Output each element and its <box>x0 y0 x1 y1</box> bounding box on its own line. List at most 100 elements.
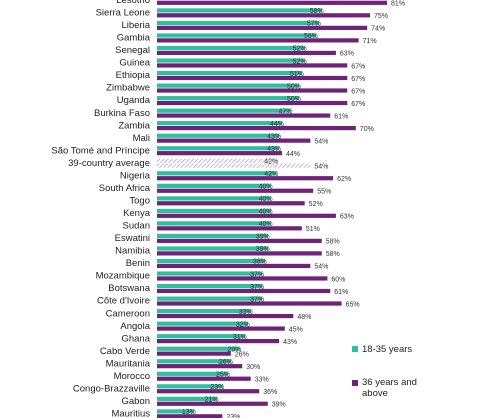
bar-old-zimbabwe <box>157 88 348 93</box>
value-label-old-ethiopia: 67% <box>351 76 365 83</box>
value-label-young-burkina-faso: 47% <box>278 108 292 115</box>
bar-young-ethiopia <box>157 70 302 76</box>
bar-old-senegal <box>157 50 336 56</box>
value-label-old-gabon: 39% <box>272 402 286 409</box>
category-label-eswatini: Eswatini <box>115 233 150 244</box>
bar-young-kenya <box>157 208 271 214</box>
category-label-uganda: Uganda <box>117 95 151 106</box>
value-label-young-sierra-leone: 58% <box>310 8 324 15</box>
value-label-young-mauritius: 13% <box>182 409 196 416</box>
value-label-young-zambia: 44% <box>270 121 284 128</box>
bar-young-gabon <box>157 396 217 401</box>
value-label-old-cameroon: 48% <box>297 314 311 321</box>
value-label-old-nigeria: 62% <box>337 176 351 183</box>
value-label-old-mauritania: 30% <box>246 364 260 371</box>
value-label-old-south-africa: 55% <box>317 189 331 196</box>
category-label-angola: Angola <box>120 321 150 332</box>
bar-old-gabon <box>157 401 268 406</box>
bar-young-benin <box>157 258 265 264</box>
value-label-old-mali: 54% <box>314 138 328 145</box>
value-label-old-liberia: 74% <box>371 26 385 33</box>
bar-old-ethiopia <box>157 75 348 81</box>
value-label-young-benin: 38% <box>253 259 267 266</box>
category-label-nigeria: Nigeria <box>120 170 151 181</box>
bar-old-sierra-leone <box>157 13 370 18</box>
bar-old-gambia <box>157 38 359 43</box>
value-label-young-nigeria: 42% <box>264 171 278 178</box>
bar-young-cameroon <box>157 309 251 314</box>
value-label-old-uganda: 67% <box>351 101 365 108</box>
bar-old-morocco <box>157 376 251 381</box>
bar-old-sao-tome-and-principe <box>157 151 282 156</box>
legend-item-young: 18-35 years <box>352 344 412 355</box>
category-label-sao-tome-and-principe: São Tomé and Príncipe <box>51 145 150 156</box>
value-label-young-south-africa: 40% <box>259 184 273 191</box>
bar-old-congo-brazzaville <box>157 389 260 394</box>
bar-young-namibia <box>157 246 268 251</box>
bar-old-cote-d-ivoire <box>157 301 342 306</box>
value-label-young-senegal: 52% <box>293 46 307 53</box>
value-label-old-lesotho: 81% <box>391 1 405 8</box>
category-label-morocco: Morocco <box>114 371 150 382</box>
bar-young-nigeria <box>157 171 277 176</box>
value-label-young-sao-tome-and-principe: 43% <box>267 146 281 153</box>
value-label-old-senegal: 63% <box>340 51 354 58</box>
category-label-39-country-average: 39-country average <box>68 158 150 169</box>
category-label-kenya: Kenya <box>123 208 151 219</box>
value-label-young-cote-d-ivoire: 37% <box>250 296 264 303</box>
bar-young-zimbabwe <box>157 83 299 88</box>
value-label-young-mali: 43% <box>267 133 281 140</box>
category-label-mali: Mali <box>133 133 150 144</box>
bar-young-sao-tome-and-principe <box>157 146 280 151</box>
category-label-togo: Togo <box>129 195 150 206</box>
bar-old-south-africa <box>157 188 314 193</box>
bar-old-mauritius <box>157 414 223 418</box>
bar-young-liberia <box>157 20 319 26</box>
value-label-young-ethiopia: 51% <box>290 71 304 78</box>
category-label-guinea: Guinea <box>119 58 150 69</box>
value-label-young-botswana: 37% <box>250 284 264 291</box>
bar-young-angola <box>157 321 248 326</box>
bar-old-ghana <box>157 339 280 344</box>
category-label-ethiopia: Ethiopia <box>116 70 151 81</box>
value-label-old-guinea: 67% <box>351 63 365 70</box>
category-label-congo-brazzaville: Congo-Brazzaville <box>73 383 150 394</box>
bar-young-uganda <box>157 96 299 101</box>
bar-young-zambia <box>157 121 282 126</box>
legend-label-old: 36 years and above <box>362 377 417 399</box>
value-label-young-zimbabwe: 50% <box>287 83 301 90</box>
value-label-young-cameroon: 33% <box>239 309 253 316</box>
bar-young-guinea <box>157 58 305 63</box>
bar-old-liberia <box>157 25 368 30</box>
category-label-cote-d-ivoire: Côte d'Ivoire <box>97 296 150 307</box>
bar-young-burkina-faso <box>157 108 291 113</box>
bar-old-cameroon <box>157 313 294 319</box>
category-label-gambia: Gambia <box>117 33 151 44</box>
value-label-young-congo-brazzaville: 23% <box>210 384 224 391</box>
value-label-old-gambia: 71% <box>363 38 377 45</box>
value-label-young-mozambique: 37% <box>250 271 264 278</box>
category-label-sudan: Sudan <box>123 221 150 232</box>
value-label-old-sudan: 51% <box>306 226 320 233</box>
value-label-old-namibia: 58% <box>326 251 340 258</box>
value-label-old-cabo-verde: 26% <box>235 351 249 358</box>
bar-old-nigeria <box>157 176 334 181</box>
bar-young-togo <box>157 196 271 201</box>
bar-old-mauritania <box>157 364 243 369</box>
value-label-young-angola: 32% <box>236 321 250 328</box>
value-label-old-angola: 45% <box>289 326 303 333</box>
bar-young-congo-brazzaville <box>157 384 223 389</box>
category-label-zimbabwe: Zimbabwe <box>106 83 150 94</box>
bar-young-mali <box>157 133 280 138</box>
category-label-mauritius: Mauritius <box>111 408 150 418</box>
bar-old-namibia <box>157 251 322 256</box>
legend-swatch-old <box>352 380 358 386</box>
bar-young-south-africa <box>157 183 271 188</box>
category-label-sierra-leone: Sierra Leone <box>96 8 150 19</box>
value-label-old-ghana: 43% <box>283 339 297 346</box>
legend-item-old: 36 years and above <box>352 377 432 399</box>
category-label-cabo-verde: Cabo Verde <box>100 346 150 357</box>
value-label-young-gabon: 21% <box>205 397 219 404</box>
bar-young-mozambique <box>157 271 263 276</box>
bar-old-burkina-faso <box>157 113 331 118</box>
